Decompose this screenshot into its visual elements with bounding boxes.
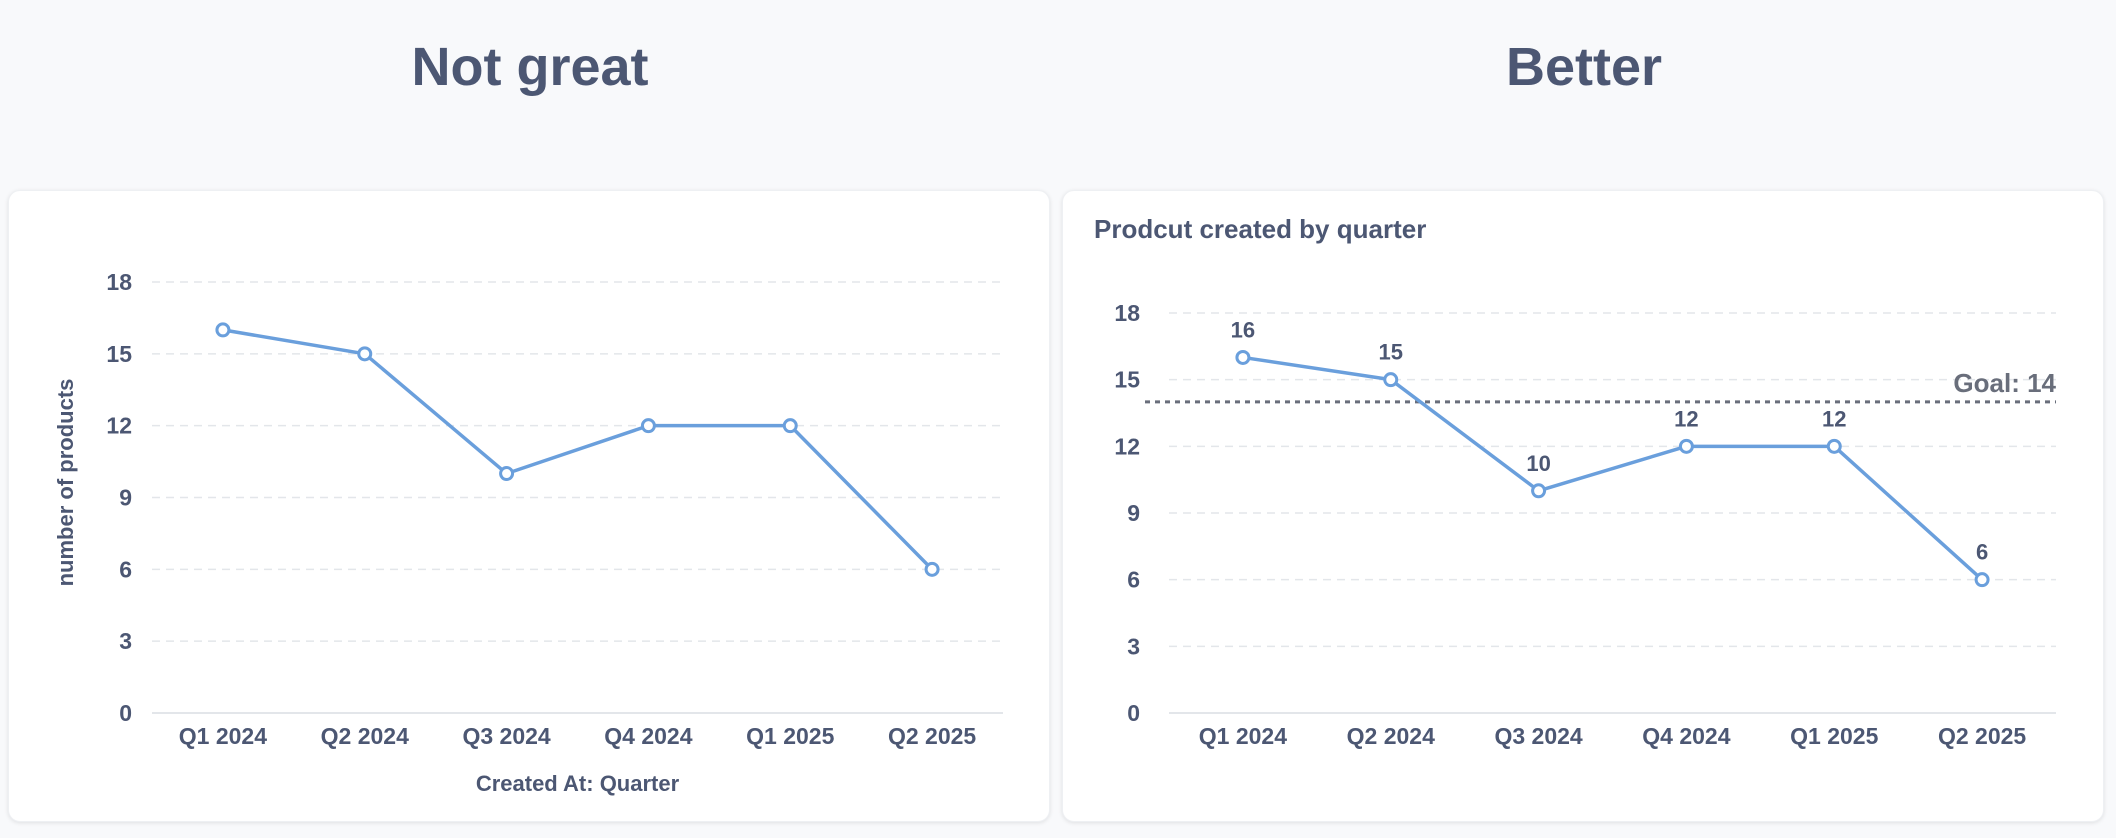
chart-card-better: Prodcut created by quarter 0 3 6 9 12 15 18 Q1 … [1062, 190, 2104, 822]
y-axis-title: number of products [53, 379, 78, 587]
series-line [222, 328, 934, 571]
y-tick-label: 9 [119, 485, 132, 511]
y-tick-label: 15 [106, 341, 132, 367]
x-tick-label: Q2 2025 [1938, 723, 2026, 749]
data-point [499, 466, 515, 482]
heading-better: Better [1505, 37, 1663, 97]
data-label: 10 [1526, 451, 1550, 476]
x-tick-label: Q1 2024 [179, 723, 267, 749]
chart-title: Prodcut created by quarter [1094, 214, 1427, 244]
data-point [1678, 438, 1694, 454]
y-tick-label: 18 [106, 269, 132, 295]
data-point [1531, 483, 1547, 499]
data-point [215, 322, 231, 338]
x-tick-label: Q4 2024 [604, 723, 692, 749]
x-tick-label: Q3 2024 [1494, 723, 1582, 749]
data-point [1826, 438, 1842, 454]
y-tick-label: 0 [119, 700, 132, 726]
y-tick-label: 12 [106, 413, 132, 439]
x-tick-label: Q1 2025 [746, 723, 834, 749]
data-point [640, 418, 656, 434]
y-tick-label: 0 [1127, 700, 1140, 726]
data-label: 12 [1674, 406, 1698, 431]
y-tick-label: 12 [1114, 433, 1140, 459]
data-label: 16 [1231, 317, 1255, 342]
chart-card-not-great: 0 3 6 9 12 15 18 Q1 2024 Q2 2024 Q3 2024 Q4 2024 Q1… [8, 190, 1050, 822]
data-point [357, 346, 373, 362]
x-tick-label: Q2 2024 [321, 723, 409, 749]
y-tick-label: 3 [119, 628, 132, 654]
x-tick-label: Q1 2024 [1199, 723, 1287, 749]
line-chart-better: 0 3 6 9 12 15 18 Q1 2024 Q2 2024 Q3 2024 Q4 2024 Q1… [1114, 300, 2056, 749]
goal-label: Goal: 14 [1953, 368, 2056, 398]
x-tick-label: Q2 2025 [888, 723, 976, 749]
data-label: 15 [1379, 340, 1403, 365]
y-tick-label: 18 [1114, 300, 1140, 326]
data-point [924, 561, 940, 577]
heading-not-great: Not great [411, 37, 649, 97]
data-label: 12 [1822, 406, 1846, 431]
x-tick-label: Q4 2024 [1642, 723, 1730, 749]
data-point [1974, 572, 1990, 588]
x-axis-title: Created At: Quarter [476, 771, 680, 796]
y-tick-label: 15 [1114, 367, 1140, 393]
data-point [782, 418, 798, 434]
data-label: 6 [1976, 540, 1988, 565]
x-tick-label: Q1 2025 [1790, 723, 1878, 749]
y-tick-label: 6 [119, 556, 132, 582]
y-tick-label: 3 [1127, 633, 1140, 659]
data-point [1235, 349, 1251, 365]
y-tick-label: 9 [1127, 500, 1140, 526]
series-line [1242, 355, 1984, 581]
data-point [1383, 372, 1399, 388]
y-tick-label: 6 [1127, 567, 1140, 593]
line-chart-not-great: 0 3 6 9 12 15 18 Q1 2024 Q2 2024 Q3 2024 Q4 2024 Q1… [53, 269, 1003, 796]
x-tick-label: Q2 2024 [1347, 723, 1435, 749]
x-tick-label: Q3 2024 [462, 723, 550, 749]
